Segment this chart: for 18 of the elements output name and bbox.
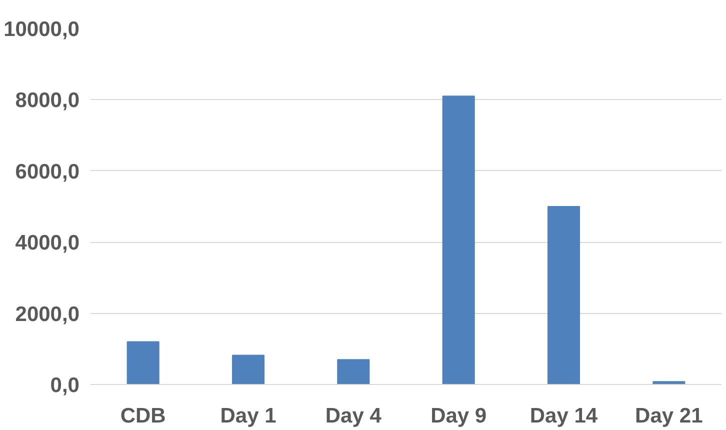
y-tick-label: 2000,0: [15, 302, 80, 326]
bar: [232, 354, 265, 384]
x-tick-label: Day 1: [220, 404, 277, 428]
bar: [126, 341, 160, 384]
x-tick-label: Day 21: [635, 404, 704, 428]
y-tick-label: 10000,0: [4, 18, 80, 41]
x-tick-label: Day 4: [325, 404, 382, 428]
bar: [442, 96, 475, 384]
y-tick-label: 4000,0: [15, 232, 80, 255]
bar: [547, 206, 580, 384]
x-tick-label: CDB: [120, 404, 166, 428]
y-tick-label: 8000,0: [15, 89, 80, 112]
bar: [337, 359, 370, 384]
y-tick-label: 0,0: [50, 374, 80, 397]
x-tick-label: Day 9: [430, 404, 487, 428]
bar: [652, 381, 686, 384]
y-tick-label: 6000,0: [15, 160, 80, 184]
x-tick-label: Day 14: [530, 404, 598, 428]
